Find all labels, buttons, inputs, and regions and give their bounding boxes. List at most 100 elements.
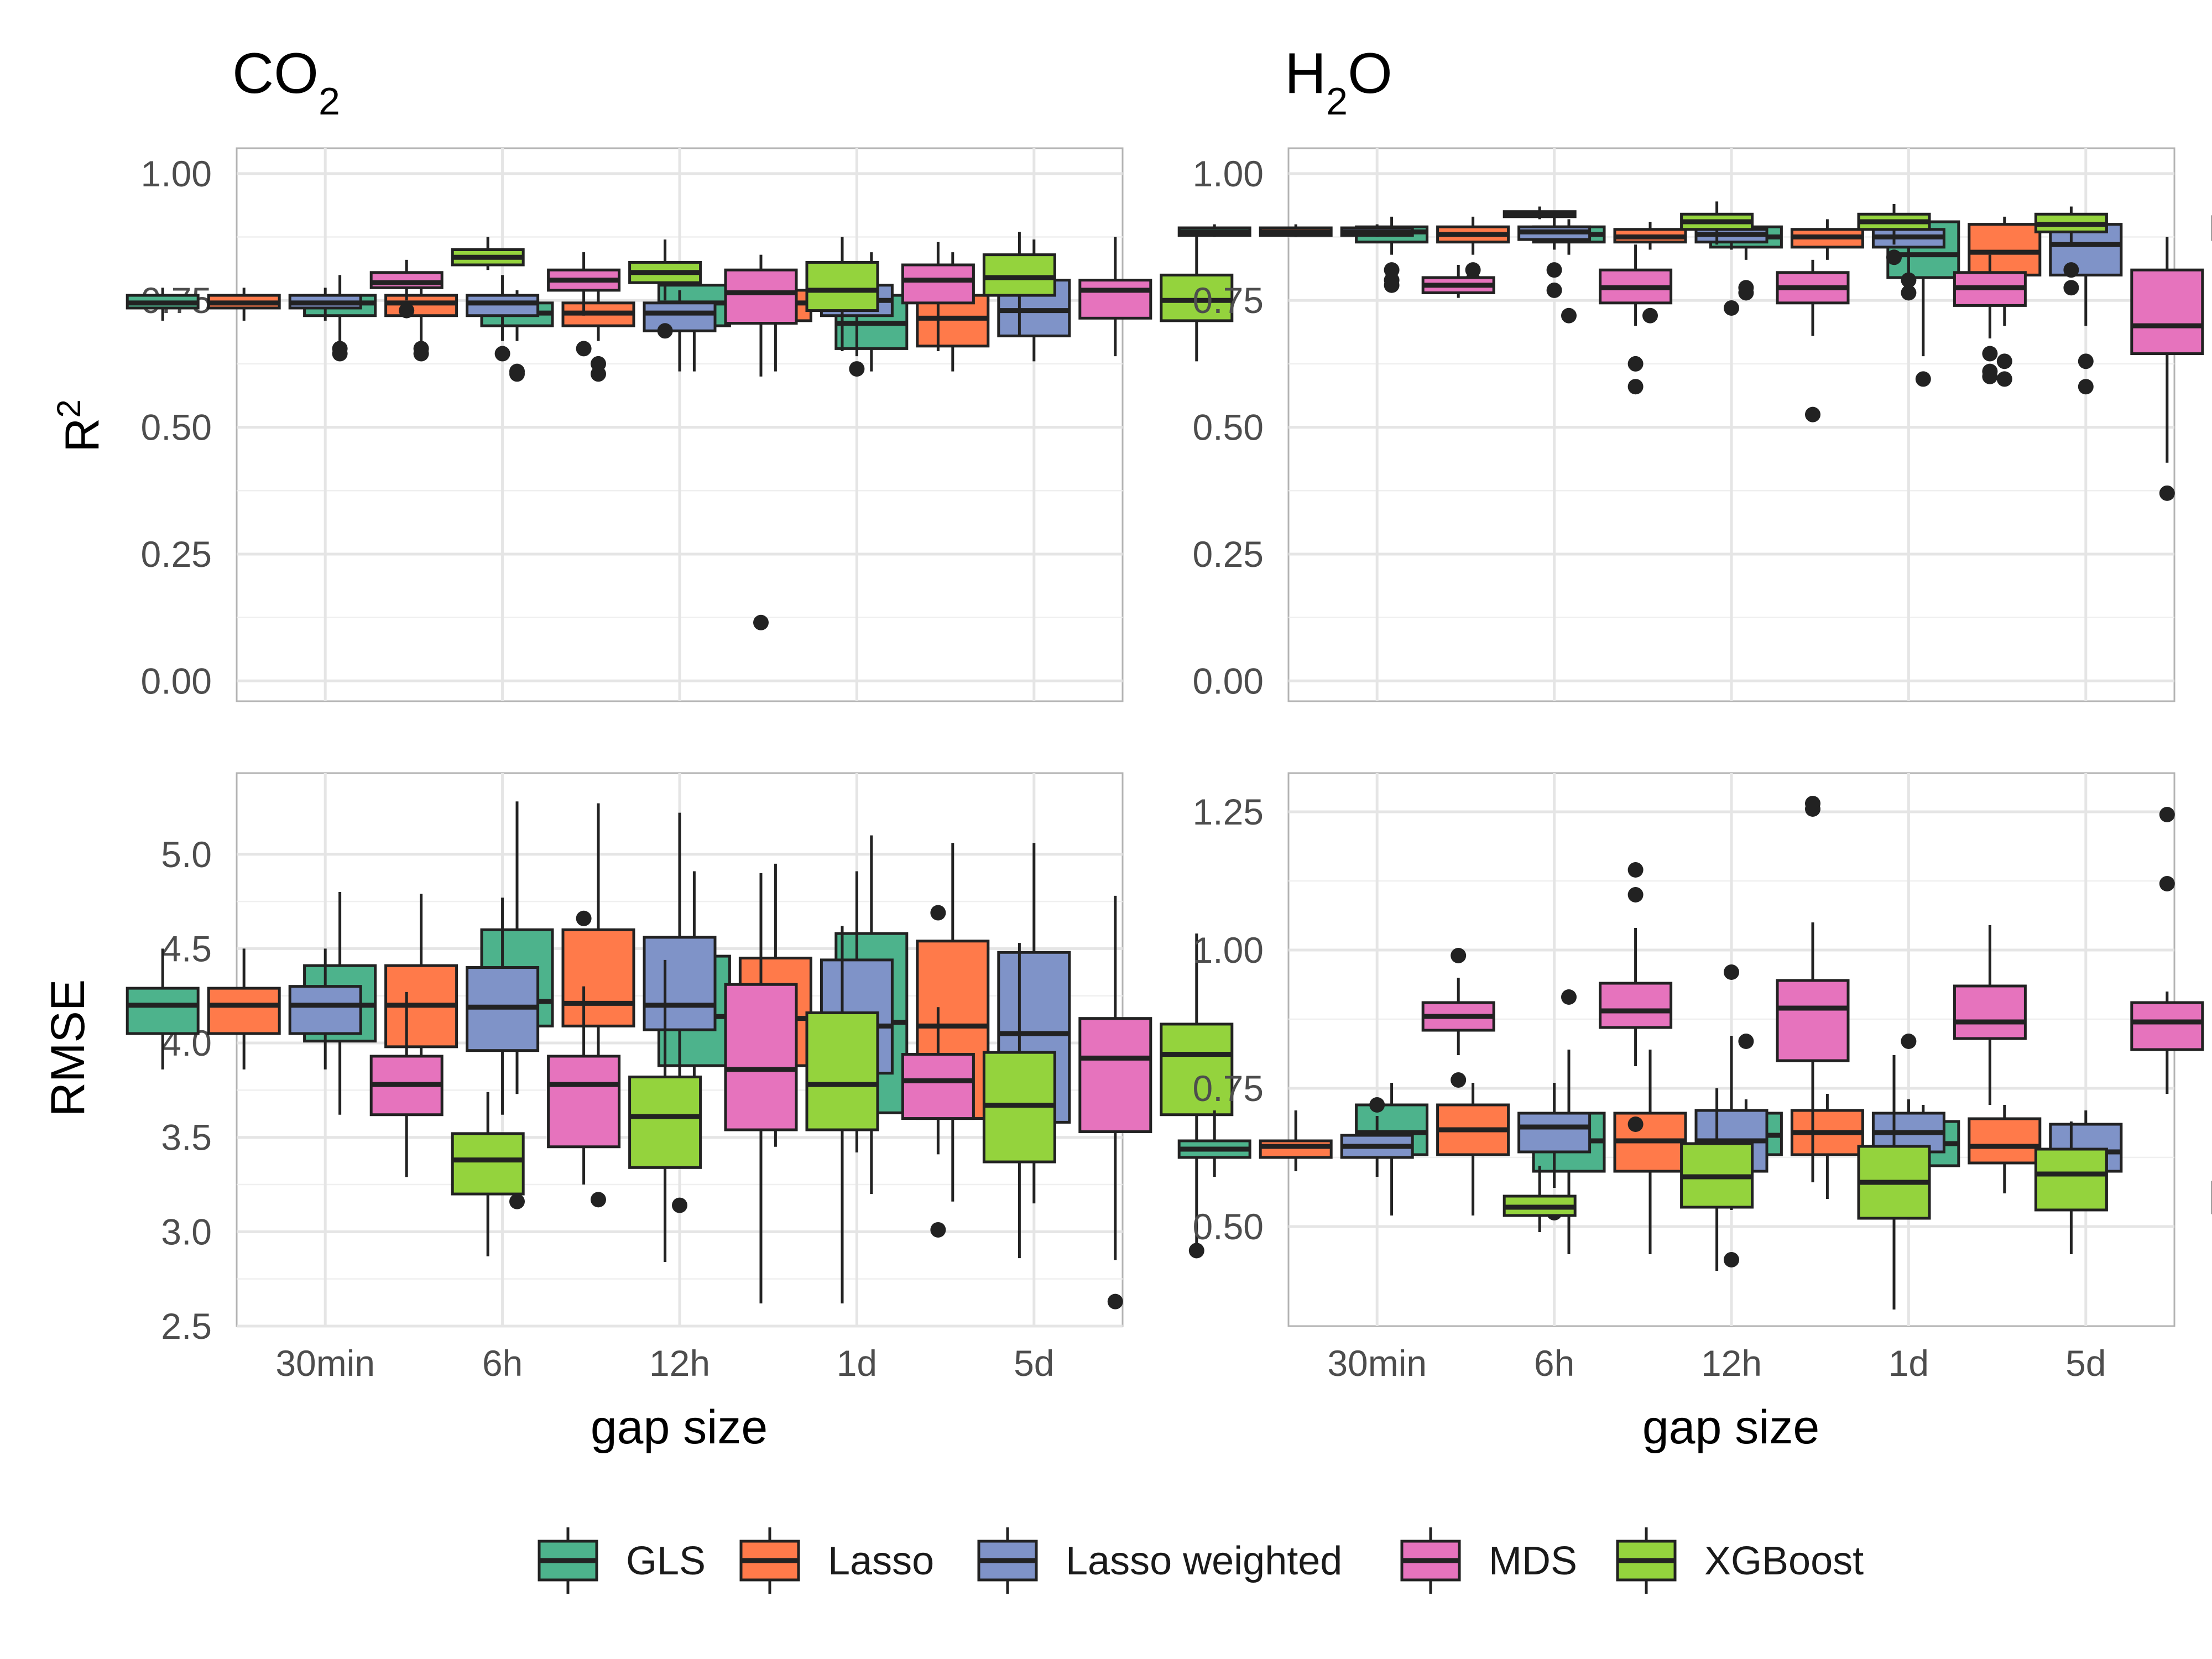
y-tick-label: 0.25: [141, 534, 212, 575]
legend-label: Lasso weighted: [1066, 1539, 1342, 1583]
outlier-point: [1996, 353, 2012, 369]
outlier-point: [672, 1197, 687, 1213]
y-tick-label: 0.50: [141, 407, 212, 448]
box: [805, 1011, 879, 1131]
y-tick-label: 3.0: [161, 1211, 212, 1252]
box: [901, 1053, 975, 1120]
box: [1160, 273, 1234, 322]
col-title-h2o: H2O: [1285, 41, 1392, 123]
outlier-point: [1627, 887, 1644, 902]
y-tick-label: 3.5: [161, 1117, 212, 1158]
outlier-point: [1982, 346, 1998, 362]
box: [1968, 1117, 2042, 1165]
outlier-point: [332, 346, 348, 362]
x-tick-label: 5d: [1014, 1343, 1054, 1384]
outlier-point: [1384, 277, 1400, 293]
y-tick-label: 1.25: [1193, 791, 1264, 832]
outlier-point: [591, 1192, 606, 1208]
box: [2130, 1001, 2204, 1051]
outlier-point: [1107, 1293, 1123, 1310]
box: [724, 268, 798, 325]
outlier-point: [576, 341, 592, 357]
y-tick-label: 4.5: [161, 928, 212, 969]
y-tick-label: 5.0: [161, 834, 212, 875]
outlier-point: [1546, 262, 1562, 278]
box: [1160, 1022, 1234, 1117]
outlier-point: [1738, 1034, 1754, 1049]
outlier-point: [1627, 379, 1644, 395]
outlier-point: [753, 614, 769, 630]
panel-h2o-r2: 0.00 0.25 0.50 0.75 1.00: [1177, 147, 2212, 702]
outlier-point: [1901, 272, 1917, 288]
outlier-point: [657, 323, 673, 339]
box: [1078, 1017, 1152, 1133]
outlier-point: [1724, 964, 1739, 980]
box: [1078, 279, 1152, 320]
x-tick-label: 6h: [482, 1343, 523, 1384]
legend-label: XGBoost: [1704, 1539, 1864, 1583]
outlier-point: [1627, 862, 1644, 878]
box: [1953, 984, 2027, 1040]
outlier-point: [1886, 249, 1902, 265]
y-tick-label: 1.00: [1193, 930, 1264, 971]
outlier-point: [2078, 379, 2094, 395]
outlier-point: [1451, 948, 1467, 963]
outlier-point: [1561, 989, 1577, 1005]
outlier-point: [1724, 300, 1739, 316]
box: [2130, 268, 2204, 356]
box: [207, 987, 281, 1035]
outlier-point: [1546, 282, 1562, 298]
y-tick-label: 2.5: [161, 1306, 212, 1347]
box: [628, 1075, 702, 1169]
box: [561, 928, 635, 1027]
box: [466, 294, 540, 317]
outlier-point: [1369, 1097, 1385, 1113]
outlier-point: [1982, 368, 1998, 384]
box: [384, 294, 458, 317]
outlier-point: [1451, 1072, 1467, 1088]
outlier-point: [494, 346, 510, 362]
xlabel-h2o: gap size: [1642, 1401, 1819, 1454]
outlier-point: [1915, 371, 1931, 387]
outlier-point: [1901, 285, 1917, 301]
outlier-point: [509, 1193, 525, 1209]
x-tick-label: 12h: [1701, 1343, 1762, 1384]
outlier-point: [399, 302, 415, 319]
outlier-point: [1642, 307, 1658, 324]
outlier-point: [2063, 262, 2079, 278]
xlabel-co2: gap size: [591, 1401, 768, 1454]
box: [1599, 982, 1673, 1029]
outlier-point: [1901, 1034, 1917, 1049]
outlier-point: [2159, 876, 2175, 891]
box: [724, 983, 798, 1131]
y-tick-label: 1.00: [1193, 153, 1264, 194]
legend-label: GLS: [626, 1539, 706, 1583]
box: [1517, 1112, 1592, 1154]
box: [805, 260, 879, 312]
y-tick-label: 0.50: [1193, 1206, 1264, 1247]
outlier-point: [1724, 1252, 1739, 1267]
x-tick-label: 30min: [275, 1343, 375, 1384]
y-tick-label: 0.75: [1193, 280, 1264, 321]
outlier-point: [1561, 307, 1577, 324]
y-tick-label: 0.50: [1193, 407, 1264, 448]
x-tick-label: 12h: [649, 1343, 710, 1384]
x-tick-label: 6h: [1534, 1343, 1574, 1384]
outlier-point: [930, 1222, 946, 1238]
panel-co2-r2: 0.000.250.500.751.00: [126, 147, 1234, 702]
outlier-point: [2159, 485, 2175, 501]
outlier-point: [576, 910, 592, 926]
ylabel-rmse: RMSE: [41, 979, 95, 1117]
box: [643, 936, 717, 1031]
outlier-point: [1738, 285, 1754, 301]
outlier-point: [1805, 801, 1820, 817]
box: [451, 1132, 525, 1196]
box: [982, 253, 1056, 297]
box: [643, 301, 717, 332]
y-tick-label: 1.00: [141, 153, 212, 194]
outlier-point: [2063, 280, 2079, 296]
legend-label: Lasso: [828, 1539, 934, 1583]
col-title-co2: CO2: [232, 41, 340, 123]
